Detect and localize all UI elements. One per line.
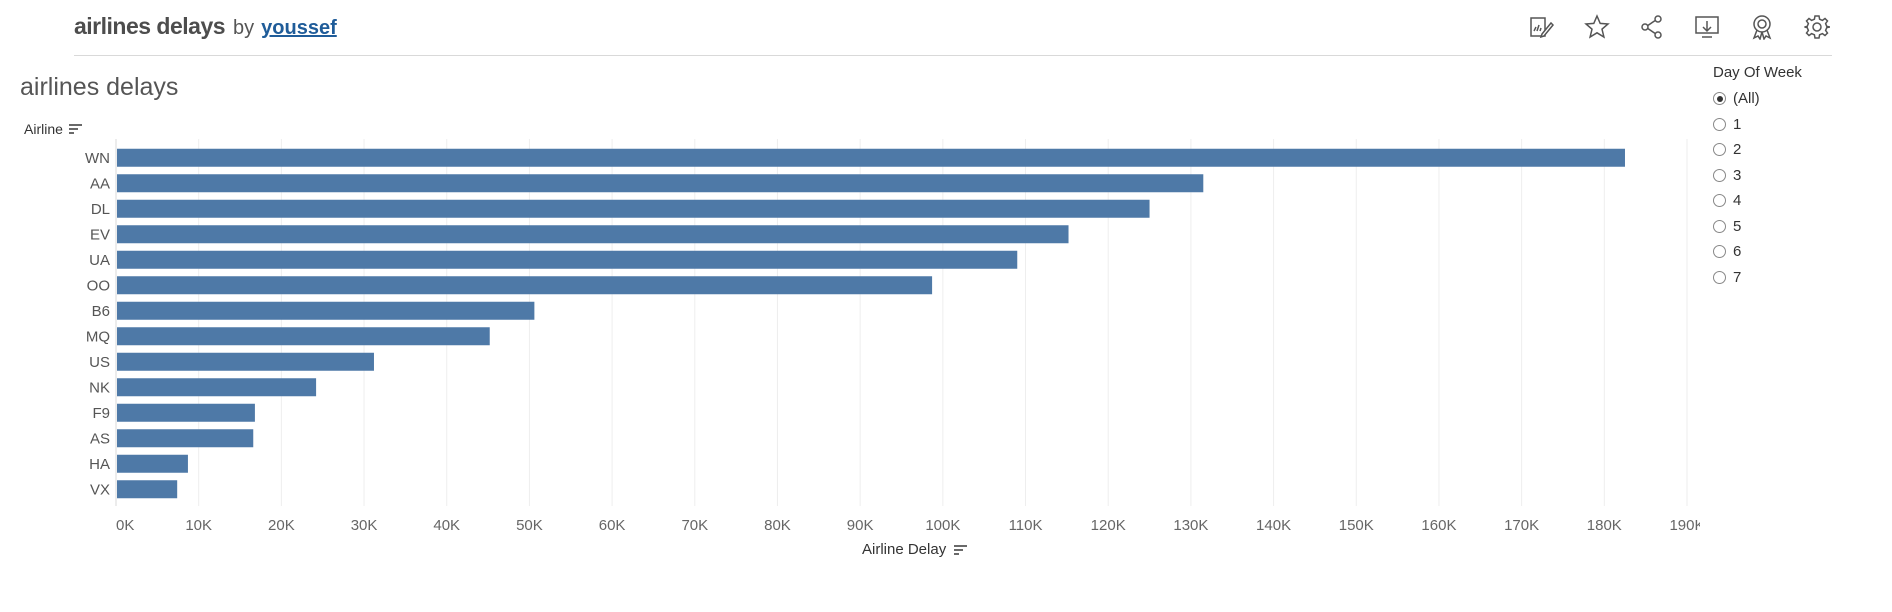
radio-button[interactable] <box>1713 168 1726 182</box>
filter-option[interactable]: 1 <box>1713 112 1883 138</box>
x-tick-label: 30K <box>351 517 378 534</box>
y-tick-label: EV <box>90 226 110 243</box>
filter-option[interactable]: 5 <box>1713 214 1883 240</box>
x-axis-title: Airline Delay <box>862 541 947 558</box>
bar-chart: 0K 10K 20K 30K 40K 50K 60K 70K 80K 90K 100K 110K 120… <box>85 139 1700 534</box>
filter-option-label: (All) <box>1733 90 1760 108</box>
bar-dl[interactable] <box>117 199 1150 218</box>
y-tick-label: DL <box>91 201 110 218</box>
y-tick-label: US <box>89 354 110 371</box>
filter-option-label: 1 <box>1733 115 1742 133</box>
x-tick-label: 100K <box>925 517 960 534</box>
x-tick-label: 0K <box>116 517 134 534</box>
viz-title: airlines delays <box>74 13 226 39</box>
badge-icon[interactable] <box>1747 12 1777 42</box>
x-tick-label: 130K <box>1173 517 1208 534</box>
y-tick-label: HA <box>89 456 110 473</box>
y-tick-label: AS <box>90 430 110 447</box>
sort-icon[interactable] <box>952 543 968 557</box>
header-divider <box>74 55 1832 56</box>
x-tick-label: 20K <box>268 517 295 534</box>
download-icon[interactable] <box>1692 12 1722 42</box>
x-tick-label: 150K <box>1339 517 1374 534</box>
x-tick-label: 120K <box>1091 517 1126 534</box>
x-tick-label: 90K <box>847 517 874 534</box>
bar-vx[interactable] <box>117 480 178 499</box>
bar-as[interactable] <box>117 429 254 448</box>
x-tick-label: 110K <box>1009 517 1043 534</box>
y-tick-label: UA <box>89 252 110 269</box>
radio-button[interactable] <box>1713 245 1726 259</box>
y-tick-label: MQ <box>86 328 110 345</box>
bar-nk[interactable] <box>117 378 317 397</box>
y-tick-label: F9 <box>92 405 110 422</box>
bar-aa[interactable] <box>117 174 1204 193</box>
x-axis-header[interactable]: Airline Delay <box>862 541 968 558</box>
sort-icon[interactable] <box>67 122 83 136</box>
y-tick-label: OO <box>87 277 110 294</box>
x-tick-label: 60K <box>599 517 626 534</box>
bar-f9[interactable] <box>117 403 255 422</box>
share-icon[interactable] <box>1637 12 1667 42</box>
x-tick-label: 160K <box>1421 517 1456 534</box>
bar-b6[interactable] <box>117 301 535 320</box>
filter-option[interactable]: 6 <box>1713 239 1883 265</box>
y-tick-label: WN <box>85 150 110 167</box>
bar-mq[interactable] <box>117 327 490 346</box>
radio-button[interactable] <box>1713 143 1726 157</box>
bar-us[interactable] <box>117 352 374 371</box>
filter-option[interactable]: 4 <box>1713 188 1883 214</box>
filter-option-label: 6 <box>1733 243 1742 261</box>
filter-options: (All) 1 2 3 4 5 6 7 <box>1713 86 1883 290</box>
bar-oo[interactable] <box>117 276 933 295</box>
filter-option[interactable]: 2 <box>1713 137 1883 163</box>
filter-option[interactable]: (All) <box>1713 86 1883 112</box>
filter-option-label: 4 <box>1733 192 1742 210</box>
radio-button[interactable] <box>1713 92 1726 106</box>
radio-button[interactable] <box>1713 117 1726 131</box>
filter-option[interactable]: 3 <box>1713 163 1883 189</box>
radio-button[interactable] <box>1713 219 1726 233</box>
filter-title: Day Of Week <box>1713 64 1802 81</box>
filter-option-label: 5 <box>1733 217 1742 235</box>
y-axis-header[interactable]: Airline <box>24 121 83 137</box>
filter-option-label: 3 <box>1733 166 1742 184</box>
day-of-week-filter: Day Of Week (All) 1 2 3 4 5 6 7 <box>1713 64 1883 290</box>
x-tick-label: 50K <box>516 517 543 534</box>
y-tick-label: AA <box>90 175 110 192</box>
y-tick-label: VX <box>90 481 110 498</box>
y-axis-title: Airline <box>24 121 63 137</box>
radio-button[interactable] <box>1713 270 1726 284</box>
x-tick-label: 190K <box>1669 517 1700 534</box>
by-label: by <box>233 17 255 39</box>
author-link[interactable]: youssef <box>261 17 337 39</box>
star-icon[interactable] <box>1582 12 1612 42</box>
bar-ua[interactable] <box>117 250 1018 269</box>
bar-ev[interactable] <box>117 225 1069 244</box>
x-tick-label: 40K <box>433 517 460 534</box>
x-tick-label: 140K <box>1256 517 1291 534</box>
x-tick-label: 70K <box>681 517 708 534</box>
filter-option-label: 2 <box>1733 141 1742 159</box>
radio-button[interactable] <box>1713 194 1726 208</box>
filter-option[interactable]: 7 <box>1713 265 1883 291</box>
viz-header: airlines delays by youssef <box>74 13 337 40</box>
x-tick-label: 80K <box>764 517 791 534</box>
sheet-title: airlines delays <box>20 73 179 101</box>
y-tick-label: B6 <box>92 303 110 320</box>
gear-icon[interactable] <box>1802 12 1832 42</box>
y-tick-label: NK <box>89 379 110 396</box>
bar-wn[interactable] <box>117 148 1625 167</box>
edit-icon[interactable] <box>1526 12 1556 42</box>
x-tick-label: 10K <box>185 517 212 534</box>
filter-option-label: 7 <box>1733 268 1742 286</box>
bar-ha[interactable] <box>117 454 188 473</box>
top-bar: airlines delays by youssef <box>0 0 1892 56</box>
x-tick-label: 170K <box>1504 517 1539 534</box>
x-tick-label: 180K <box>1587 517 1622 534</box>
